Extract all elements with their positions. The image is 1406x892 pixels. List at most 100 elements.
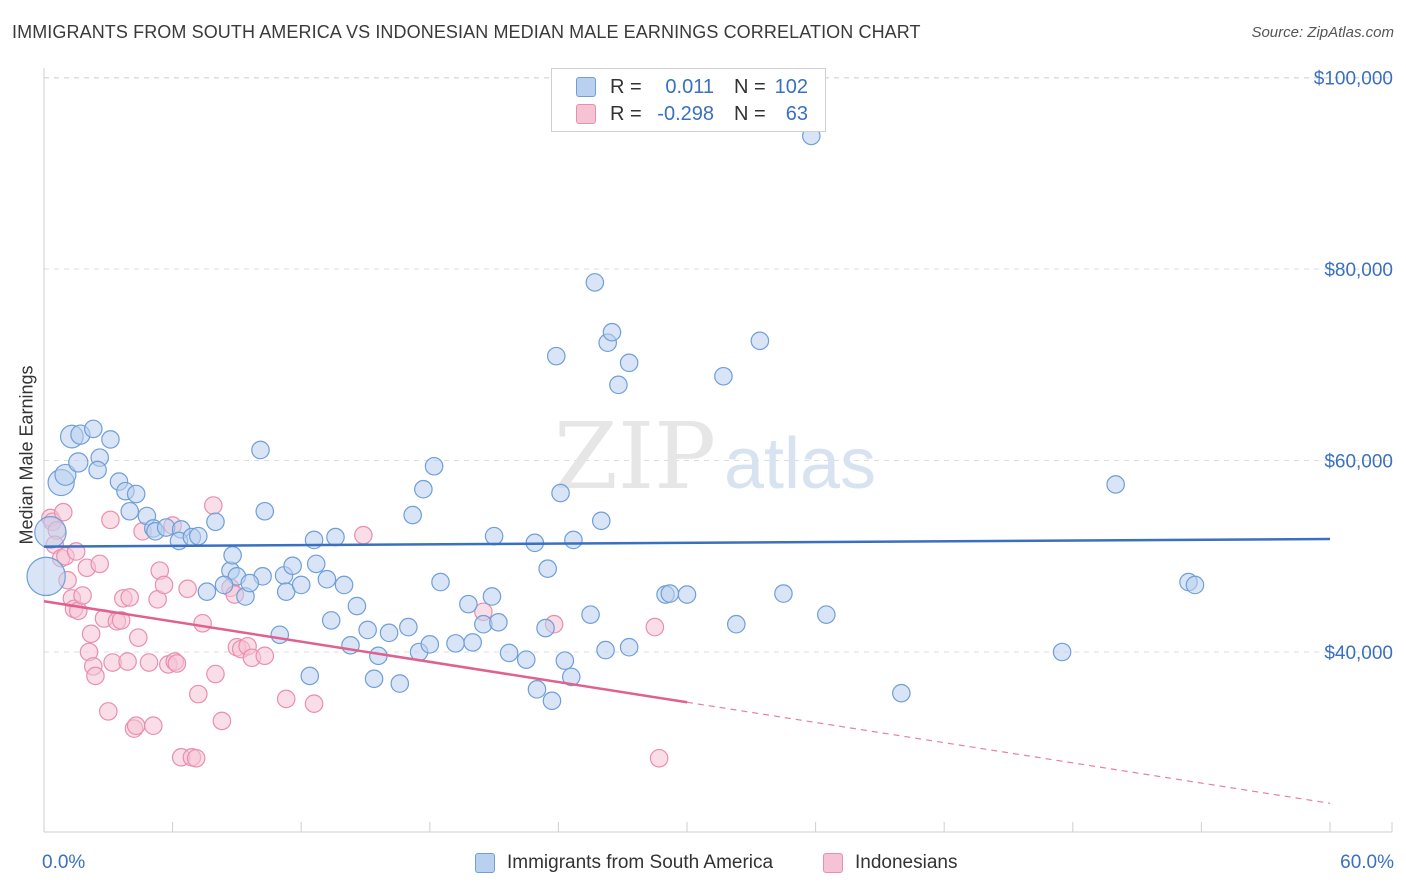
y-tick-label: $100,000 xyxy=(1314,69,1393,90)
data-point-south-america xyxy=(223,545,242,565)
data-point-indonesians xyxy=(649,748,669,768)
legend-row-south-america: R = 0.011 N = 102 xyxy=(576,75,808,99)
data-point-south-america xyxy=(431,572,450,592)
chart-title: IMMIGRANTS FROM SOUTH AMERICA VS INDONES… xyxy=(12,22,921,42)
watermark: ZIP atlas xyxy=(554,403,876,510)
data-point-south-america xyxy=(564,530,583,550)
data-point-indonesians xyxy=(90,554,110,574)
data-point-south-america xyxy=(189,526,208,546)
data-point-south-america xyxy=(197,582,217,601)
data-point-indonesians xyxy=(53,502,73,522)
y-tick-label: $60,000 xyxy=(1324,452,1393,473)
legend-r-value: 0.011 xyxy=(665,75,714,98)
data-point-indonesians xyxy=(139,653,159,672)
data-point-indonesians xyxy=(304,694,324,714)
legend-swatch-blue xyxy=(475,853,495,873)
data-point-south-america xyxy=(596,640,615,660)
data-point-south-america xyxy=(101,430,120,449)
data-point-indonesians xyxy=(354,525,373,545)
data-point-south-america xyxy=(54,463,77,486)
data-point-indonesians xyxy=(206,664,225,684)
data-point-south-america xyxy=(68,452,89,473)
data-point-indonesians xyxy=(73,586,92,605)
data-point-south-america xyxy=(414,479,433,499)
legend-swatch-pink xyxy=(823,853,843,873)
data-point-south-america xyxy=(484,526,504,546)
legend-item-south-america[interactable]: Immigrants from South America xyxy=(475,852,773,874)
y-tick-label: $40,000 xyxy=(1324,643,1393,664)
data-point-south-america xyxy=(677,585,697,604)
legend-r-value: -0.298 xyxy=(657,102,714,125)
data-point-south-america xyxy=(892,683,911,703)
data-point-south-america xyxy=(300,666,320,686)
legend-item-label: Indonesians xyxy=(855,852,958,873)
x-tick-label-min: 0.0% xyxy=(42,852,86,873)
y-tick-labels: $40,000 $60,000 $80,000 $100,000 xyxy=(1314,69,1393,665)
data-point-south-america xyxy=(347,596,367,616)
data-point-south-america xyxy=(399,617,418,637)
legend-n-value: 102 xyxy=(774,75,808,98)
legend-n-label: N = xyxy=(734,102,766,125)
data-point-indonesians xyxy=(129,628,148,647)
data-point-south-america xyxy=(214,575,234,595)
data-point-indonesians xyxy=(204,496,223,515)
data-point-south-america xyxy=(334,575,354,595)
data-point-indonesians xyxy=(276,689,296,709)
data-point-south-america xyxy=(321,611,341,630)
data-point-south-america xyxy=(482,587,502,606)
data-point-south-america xyxy=(459,594,478,614)
legend-item-indonesians[interactable]: Indonesians xyxy=(823,852,957,874)
data-point-south-america xyxy=(403,505,422,525)
data-point-south-america xyxy=(619,353,639,373)
data-point-south-america xyxy=(463,633,482,652)
data-point-south-america xyxy=(358,620,377,640)
data-point-south-america xyxy=(126,484,146,504)
data-point-south-america xyxy=(489,613,508,632)
data-point-south-america xyxy=(602,322,622,342)
data-point-south-america xyxy=(240,573,260,593)
watermark-atlas: atlas xyxy=(724,424,876,504)
data-point-south-america xyxy=(561,667,581,687)
data-point-south-america xyxy=(542,691,562,711)
data-point-south-america xyxy=(420,635,440,654)
legend-swatch-pink xyxy=(576,104,596,124)
legend-r-label: R = xyxy=(610,75,642,98)
data-point-indonesians xyxy=(101,510,120,530)
data-point-south-america xyxy=(817,605,836,624)
trend-line-south-america xyxy=(43,537,1331,548)
data-point-south-america xyxy=(26,556,66,597)
data-point-south-america xyxy=(774,584,793,603)
data-point-indonesians xyxy=(81,624,101,644)
data-point-south-america xyxy=(538,559,557,578)
data-point-indonesians xyxy=(99,702,118,721)
data-point-south-america xyxy=(499,643,519,663)
legend-n-label: N = xyxy=(734,75,766,98)
data-point-south-america xyxy=(390,674,410,693)
data-point-indonesians xyxy=(255,646,275,666)
data-point-south-america xyxy=(364,669,384,689)
data-point-indonesians xyxy=(111,611,131,630)
series-legend: Immigrants from South America Indonesian… xyxy=(0,852,1406,878)
data-point-south-america xyxy=(251,440,270,460)
correlation-legend: R = 0.011 N = 102 R = -0.298 N = 63 xyxy=(551,68,826,132)
y-axis-label: Median Male Earnings xyxy=(16,365,37,545)
trend-line-indonesians xyxy=(43,600,688,704)
data-point-south-america xyxy=(1052,642,1072,662)
data-point-south-america xyxy=(255,501,275,521)
data-point-south-america xyxy=(120,501,140,521)
watermark-zip: ZIP xyxy=(554,403,716,510)
data-point-south-america xyxy=(585,273,605,292)
data-point-indonesians xyxy=(167,654,187,673)
data-point-south-america xyxy=(317,569,337,589)
data-point-indonesians xyxy=(212,711,232,731)
data-point-south-america xyxy=(750,331,770,351)
data-point-south-america xyxy=(34,516,67,549)
data-point-south-america xyxy=(516,650,536,669)
data-point-south-america xyxy=(609,375,628,395)
data-point-south-america xyxy=(306,554,326,574)
data-point-south-america xyxy=(527,680,547,699)
data-point-south-america xyxy=(326,527,345,547)
data-point-indonesians xyxy=(120,588,140,607)
y-tick-label: $80,000 xyxy=(1324,260,1393,281)
